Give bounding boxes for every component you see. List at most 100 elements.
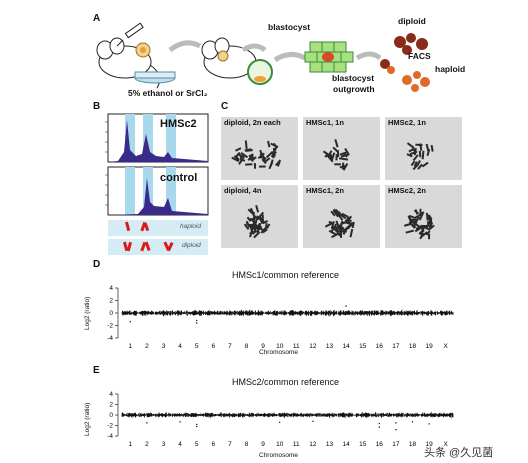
- chromosome-tick-label: 12: [309, 343, 317, 350]
- chromosome-tick-label: 18: [409, 441, 417, 448]
- chromosome-mark: [413, 147, 417, 156]
- chromosome-mark: [333, 223, 337, 230]
- chromosome-mark: [430, 144, 434, 152]
- chromosome-mark: [340, 221, 348, 225]
- diploid-label: diploid: [398, 16, 426, 26]
- chromosome-mark: [412, 164, 419, 171]
- oocyte-icon: [135, 42, 151, 58]
- chromosome-mark: [240, 152, 249, 159]
- chromosome-series: [287, 412, 304, 418]
- chromosome-tick-label: 6: [211, 343, 215, 350]
- chromosome-mark: [342, 152, 348, 158]
- chromosome-tick-label: 10: [276, 441, 284, 448]
- chromosome-series: [188, 309, 205, 316]
- watermark: 头条 @久见菌: [424, 447, 494, 459]
- chromosome-series: [337, 309, 354, 316]
- chromosome-tick-label: 9: [261, 343, 265, 350]
- chromosome-mark: [235, 147, 242, 152]
- chromosome-series: [204, 411, 221, 419]
- chromosome-mark: [262, 219, 269, 225]
- outlier-point: [196, 425, 198, 428]
- chromosome-series: [304, 310, 321, 317]
- chromosome-mark: [426, 220, 431, 227]
- chromosome-mark: [335, 220, 340, 228]
- blastocyst-icon: [247, 59, 273, 85]
- outlier-point: [179, 421, 181, 423]
- chromosome-tick-label: 7: [228, 343, 232, 350]
- y-tick-label: 2: [109, 402, 113, 409]
- chromosome-tick-label: 5: [195, 441, 199, 448]
- outlier-point: [312, 420, 314, 422]
- chromosome-series: [403, 412, 421, 418]
- chromosome-mark: [231, 156, 240, 163]
- haploid-strip-label: haploid: [180, 223, 201, 230]
- metaphase-cell-label: HMSc1, 1n: [306, 118, 344, 127]
- metaphase-cell-label: diploid, 2n each: [224, 118, 281, 127]
- hmsc2-label: HMSc2: [160, 118, 197, 130]
- chromosome-mark: [261, 153, 266, 162]
- panel-a-label: A: [93, 13, 101, 24]
- chromosome-mark: [426, 148, 431, 156]
- outlier-point: [395, 422, 397, 424]
- metaphase-cell: HMSc2, 1n: [385, 117, 462, 180]
- chart-e-plot: 420-2-41 2 3 4 5 6 7 8 9 10 11 12 13 14 15 16 17 18 19 X: [107, 391, 454, 448]
- chromosome-tick-label: 14: [342, 343, 350, 350]
- y-tick-label: -2: [107, 323, 113, 330]
- chromosome-tick-label: 19: [425, 441, 433, 448]
- metaphase-cell: HMSc2, 2n: [385, 185, 462, 248]
- haploid-cells-icon: [402, 71, 430, 92]
- chromosome-tick-label: 15: [359, 343, 367, 350]
- chromosome-mark: [336, 212, 344, 221]
- chromosome-series: [254, 412, 271, 418]
- chromosome-series: [387, 309, 404, 317]
- chromosome-series: [287, 309, 304, 317]
- chromosome-mark: [332, 146, 339, 153]
- arrow-icon: [168, 40, 202, 53]
- chromosome-mark: [244, 140, 248, 150]
- chromosome-mark: [418, 150, 422, 158]
- chromosome-tick-label: 8: [245, 343, 249, 350]
- outlier-point: [196, 322, 198, 324]
- outlier-point: [395, 429, 397, 431]
- outlier-point: [378, 422, 380, 425]
- outlier-point: [428, 423, 430, 425]
- chromosome-series: [337, 412, 354, 419]
- chromosome-mark: [338, 212, 347, 220]
- outlier-point: [378, 426, 380, 428]
- chart-d-plot: 420-2-41 2 3 4 5 6 7 8 9 10 11 12 13 14 15 16 17 18 19 X: [107, 285, 454, 350]
- y-tick-label: -4: [107, 433, 113, 440]
- chromosome-tick-label: 12: [309, 441, 317, 448]
- chromosome-mark: [245, 149, 253, 152]
- chromosome-tick-label: 17: [392, 343, 400, 350]
- chromosome-mark: [409, 151, 416, 156]
- chromosome-mark: [349, 228, 354, 238]
- chromosome-mark: [419, 232, 425, 240]
- metaphase-cell: HMSc1, 2n: [303, 185, 380, 248]
- chromosome-series: [221, 309, 238, 316]
- panel-a-schematic: [96, 22, 430, 92]
- chromosome-mark: [406, 153, 413, 158]
- chromosome-series: [171, 412, 188, 418]
- chromosome-mark: [425, 230, 431, 236]
- chromosome-mark: [406, 142, 415, 149]
- chart-e-xlabel: Chromosome: [259, 452, 299, 459]
- chromosome-mark: [247, 223, 254, 227]
- chromosome-series: [370, 309, 387, 316]
- chromosome-mark: [249, 228, 254, 238]
- chromosome-series: [420, 411, 437, 418]
- chromosome-mark: [272, 152, 276, 159]
- chromosome-mark: [351, 221, 355, 229]
- outlier-point: [345, 305, 347, 307]
- outgrowth-label-2: outgrowth: [333, 84, 375, 94]
- blastocyst-label: blastocyst: [268, 22, 311, 32]
- chromosome-mark: [333, 208, 342, 216]
- panel-c-label: C: [221, 101, 229, 112]
- chromosome-mark: [408, 147, 415, 153]
- chromosome-series: [237, 411, 255, 419]
- chromosome-series: [304, 412, 321, 418]
- chromosome-mark: [417, 163, 423, 170]
- facs-label: FACS: [408, 51, 431, 61]
- chromosome-tick-label: 13: [326, 343, 334, 350]
- chromosome-mark: [335, 154, 338, 161]
- chromosome-mark: [335, 226, 340, 234]
